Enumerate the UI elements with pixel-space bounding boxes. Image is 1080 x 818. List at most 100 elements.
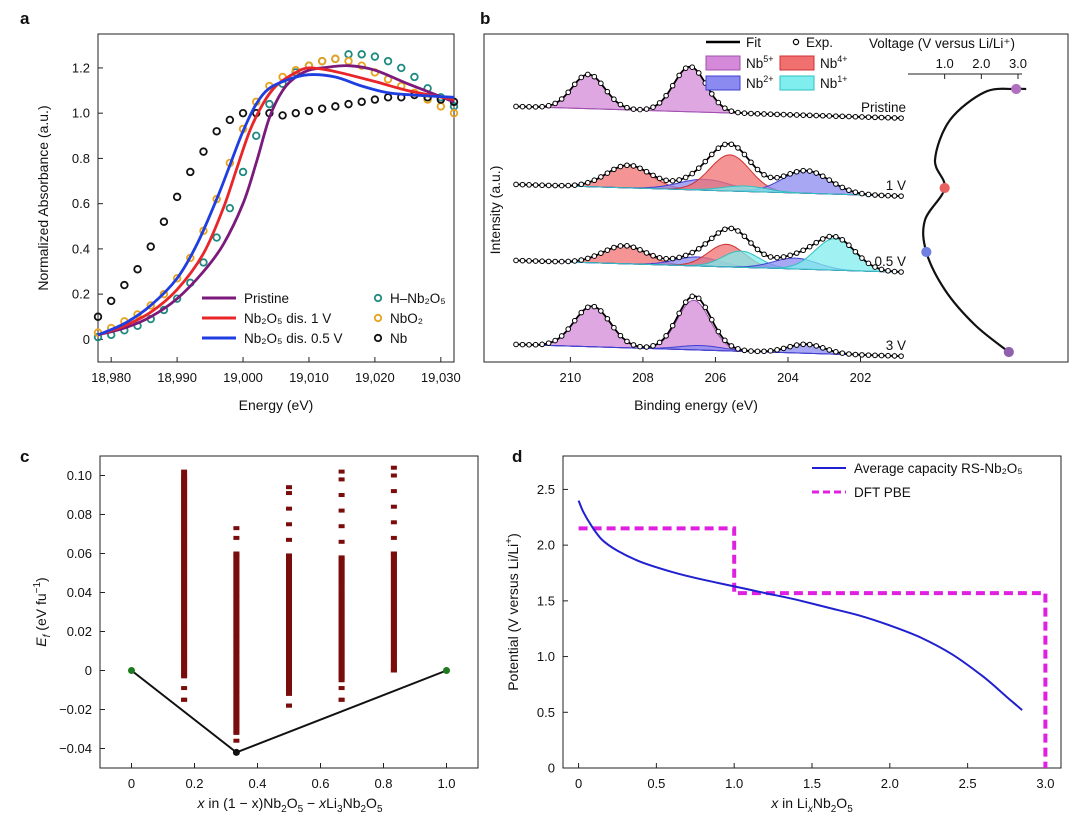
panel-b-exp-marker <box>800 341 806 348</box>
panel-c-point <box>390 595 397 600</box>
panel-b-exp-marker <box>656 339 663 346</box>
panel-c-point <box>181 576 188 581</box>
inset-tick-label: 3.0 <box>1009 56 1027 71</box>
panel-b-exp-marker <box>604 170 611 176</box>
panel-b-exp-marker <box>715 328 722 335</box>
panel-b-exp-marker <box>611 96 617 103</box>
panel-b-exp-marker <box>898 269 904 275</box>
panel-b-exp-marker <box>571 182 578 188</box>
panel-b-exp-marker <box>774 347 780 353</box>
panel-c-point <box>181 569 188 574</box>
panel-c-point <box>181 469 188 474</box>
panel-c-point <box>390 489 397 494</box>
panel-b-exp-marker <box>852 113 859 120</box>
legend-dft-pbe-label: DFT PBE <box>854 485 911 500</box>
panel-b-exp-marker <box>676 254 682 261</box>
panel-d-xtick-label: 1.5 <box>803 776 821 791</box>
panel-b-exp-marker <box>761 251 767 258</box>
panel-c-point <box>390 535 397 540</box>
panel-c-point <box>338 636 345 641</box>
panel-b-exp-marker <box>558 182 565 189</box>
panel-b-exp-marker <box>787 252 793 259</box>
panel-b-exp-marker <box>611 244 617 251</box>
panel-c-point <box>286 677 292 682</box>
panel-c-point <box>286 553 292 558</box>
panel-c-point <box>338 570 345 575</box>
panel-b-exp-marker <box>545 340 552 346</box>
panel-c-point <box>390 565 397 570</box>
panel-label-d: d <box>512 447 522 466</box>
panel-c-xtick-label: 0.6 <box>311 776 329 791</box>
panel-c-point <box>233 709 240 714</box>
legend-nb4-label: Nb4+ <box>820 54 848 71</box>
panel-b-exp-marker <box>578 309 585 316</box>
panel-b-exp-marker <box>584 255 591 262</box>
panel-b-xtick-label: 208 <box>632 370 654 385</box>
panel-c-point <box>390 574 397 579</box>
panel-c-xtick-label: 1.0 <box>437 776 455 791</box>
panel-b-exp-marker <box>885 192 891 199</box>
panel-c-point <box>233 679 240 684</box>
panel-c-point <box>181 555 188 560</box>
panel-a-ytick-label: 0.8 <box>72 151 90 166</box>
panel-c-point <box>286 581 292 586</box>
legend-dis05v-label: Nb₂O₅ dis. 0.5 V <box>244 331 342 346</box>
panel-c-point <box>233 632 240 637</box>
panel-c-point <box>286 612 292 617</box>
panel-a-marker <box>278 111 287 120</box>
panel-b-exp-marker <box>715 99 722 106</box>
panel-b-exp-marker <box>650 343 656 349</box>
panel-b-exp-marker <box>891 268 898 275</box>
panel-b-exp-marker <box>806 243 813 250</box>
panel-c-point <box>181 613 188 618</box>
panel-c-point <box>181 623 188 628</box>
panel-c-point <box>338 654 345 659</box>
panel-b-exp-marker <box>846 187 852 194</box>
panel-c-point <box>338 612 345 617</box>
panel-b-exp-marker <box>833 233 839 240</box>
panel-c-point <box>286 598 292 603</box>
panel-b-exp-marker <box>878 192 885 199</box>
legend-hnb2o5-label: H–Nb₂O₅ <box>390 291 446 306</box>
panel-d-dft-line <box>578 526 1048 768</box>
panel-b-exp-marker <box>695 70 702 76</box>
panel-c-point <box>286 600 292 605</box>
panel-b-exp-marker <box>604 315 611 322</box>
panel-b-exp-marker <box>898 193 904 199</box>
panel-c-ytick-label: 0.06 <box>67 546 92 561</box>
panel-c-point <box>338 596 345 601</box>
legend-exp-label: Exp. <box>806 35 833 50</box>
panel-c-point <box>286 640 292 645</box>
legend-nb4-swatch <box>779 55 815 71</box>
panel-b-exp-marker <box>748 110 754 117</box>
panel-b-exp-marker <box>859 255 865 261</box>
panel-c-point <box>181 546 188 551</box>
panel-b-exp-marker <box>526 258 532 264</box>
panel-b-exp-marker <box>800 112 806 118</box>
panel-c-point <box>390 572 397 577</box>
panel-c-point <box>233 656 240 661</box>
panel-b-exp-marker <box>695 245 702 252</box>
panel-b-exp-marker <box>591 73 598 80</box>
panel-a-marker <box>159 217 169 226</box>
panel-b-exp-marker <box>571 81 578 88</box>
panel-b-exp-marker <box>741 151 748 158</box>
panel-c-point <box>338 675 345 680</box>
panel-c-point <box>338 647 345 652</box>
panel-c-point <box>286 680 292 685</box>
panel-a-axes-frame <box>97 33 455 363</box>
panel-c-point <box>338 601 345 606</box>
panel-c-point <box>338 666 345 671</box>
panel-b-exp-marker <box>741 347 748 354</box>
panel-b-exp-marker <box>767 348 774 354</box>
inset-tick-label: 1.0 <box>936 56 954 71</box>
panel-c-point <box>181 656 188 661</box>
panel-c-hull-min <box>232 748 240 756</box>
panel-b-exp-marker <box>513 181 519 188</box>
panel-b-exp-marker <box>630 163 637 169</box>
panel-b-exp-marker <box>806 168 813 174</box>
panel-a-marker <box>383 56 393 66</box>
panel-a-marker <box>186 167 195 177</box>
panel-c-point <box>338 657 345 662</box>
panel-c-point <box>338 493 345 497</box>
